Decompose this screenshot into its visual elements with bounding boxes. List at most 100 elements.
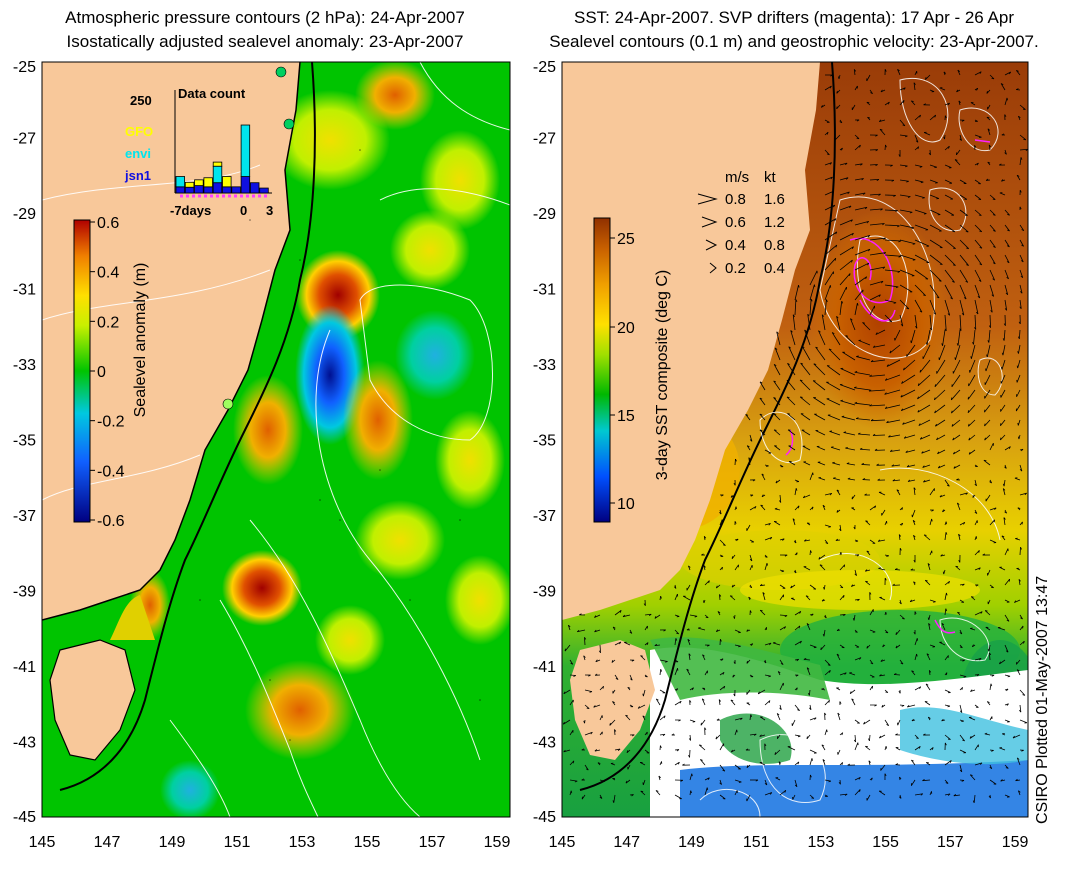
velocity-legend-kt: 1.6 [764, 191, 785, 208]
velocity-legend-kt: 0.4 [764, 260, 785, 277]
lat-label-right: -43 [533, 735, 556, 752]
inset-bar-jsn1 [240, 176, 251, 194]
lat-label-left: -31 [13, 282, 36, 299]
lat-label-left: -35 [13, 433, 36, 450]
right-title-line1: SST: 24-Apr-2007. SVP drifters (magenta)… [573, 8, 1015, 27]
lon-label-left: 149 [159, 834, 186, 851]
velocity-legend-ms: 0.6 [725, 214, 746, 231]
lat-label-right: -45 [533, 809, 556, 826]
velocity-legend-ms: 0.4 [725, 237, 746, 254]
sst-map [562, 62, 1028, 817]
inset-ymax-label: 250 [130, 93, 152, 108]
lat-label-right: -37 [533, 508, 556, 525]
lat-label-right: -27 [533, 131, 556, 148]
lat-label-left: -27 [13, 131, 36, 148]
inset-bar-jsn1 [231, 186, 241, 194]
sealevel-colorbar-tick: 0 [97, 364, 106, 381]
lon-label-right: 149 [678, 834, 705, 851]
inset-x-label-end: 3 [266, 203, 273, 218]
lon-label-right: 153 [808, 834, 835, 851]
sealevel-colorbar [73, 219, 91, 523]
inset-x-label-start: -7days [170, 203, 211, 218]
velocity-legend-header-ms: m/s [725, 169, 749, 186]
left-title-line1: Atmospheric pressure contours (2 hPa): 2… [65, 8, 465, 27]
lon-label-right: 151 [743, 834, 770, 851]
velocity-legend-header-kt: kt [764, 169, 777, 186]
lat-label-left: -25 [13, 59, 36, 76]
sst-colorbar-tick: 15 [617, 408, 635, 425]
lon-label-right: 155 [872, 834, 899, 851]
inset-x-label-zero: 0 [240, 203, 247, 218]
inset-bar-jsn1 [249, 182, 260, 194]
lat-label-right: -29 [533, 206, 556, 223]
inset-bar-jsn1 [222, 186, 232, 194]
inset-bar-gfo [222, 176, 232, 188]
right-title-line2: Sealevel contours (0.1 m) and geostrophi… [549, 32, 1039, 51]
left-title-line2: Isostatically adjusted sealevel anomaly:… [66, 32, 464, 51]
lat-label-left: -33 [13, 357, 36, 374]
sealevel-colorbar-tick: -0.6 [97, 513, 125, 530]
inset-bar-envi [240, 124, 251, 177]
velocity-legend-ms: 0.8 [725, 191, 746, 208]
lat-label-right: -35 [533, 433, 556, 450]
lon-label-left: 151 [224, 834, 251, 851]
lon-label-right: 145 [549, 834, 576, 851]
lon-label-left: 155 [354, 834, 381, 851]
right-longitude-labels: 145 147 149 151 153 155 157 159 [549, 834, 1029, 851]
lat-label-right: -41 [533, 659, 556, 676]
lat-label-left: -37 [13, 508, 36, 525]
inset-bar-jsn1 [203, 186, 213, 194]
lon-label-left: 153 [289, 834, 316, 851]
lat-label-right: -25 [533, 59, 556, 76]
sst-colorbar [593, 217, 611, 523]
inset-legend-envi: envi [125, 146, 151, 161]
sealevel-colorbar-tick: -0.4 [97, 463, 125, 480]
inset-bar-gfo [194, 179, 204, 186]
lat-label-left: -29 [13, 206, 36, 223]
credit-stamp: CSIRO Plotted 01-May-2007 13:47 [1034, 575, 1051, 824]
sealevel-colorbar-tick: 0.6 [97, 215, 119, 232]
sst-colorbar-tick: 10 [617, 496, 635, 513]
lon-label-left: 145 [29, 834, 56, 851]
velocity-legend-ms: 0.2 [725, 260, 746, 277]
inset-legend-jsn1: jsn1 [124, 168, 151, 183]
sst-colorbar-tick: 25 [617, 231, 635, 248]
lat-label-left: -43 [13, 735, 36, 752]
inset-legend-gfo: GFO [125, 124, 153, 139]
sealevel-colorbar-ticks: 0.6 0.4 0.2 0 -0.2 -0.4 -0.6 [90, 215, 125, 530]
inset-bar-gfo [212, 161, 223, 167]
lon-label-right: 157 [937, 834, 964, 851]
velocity-legend-kt: 0.8 [764, 237, 785, 254]
sealevel-colorbar-tick: -0.2 [97, 414, 125, 431]
velocity-legend-arrow [705, 239, 718, 251]
left-longitude-labels: 145 147 149 151 153 155 157 159 [29, 834, 511, 851]
data-count-inset: 250 Data count GFO envi jsn1 -7days 0 3 [124, 86, 273, 218]
sst-colorbar-ticks: 25 20 15 10 [610, 231, 635, 513]
sst-colorbar-tick: 20 [617, 320, 635, 337]
lat-label-left: -39 [13, 584, 36, 601]
lat-label-right: -33 [533, 357, 556, 374]
inset-bar-envi [212, 165, 223, 184]
sealevel-colorbar-tick: 0.4 [97, 265, 119, 282]
left-map-frame [41, 61, 511, 818]
left-latitude-labels: -25 -27 -29 -31 -33 -35 -37 -39 -41 -43 -45 [13, 59, 36, 826]
inset-bar-gfo [184, 181, 195, 188]
sealevel-colorbar-tick: 0.2 [97, 314, 119, 331]
inset-bar-jsn1 [194, 185, 204, 194]
sealevel-colorbar-label: Sealevel anomaly (m) [132, 263, 149, 418]
velocity-legend-arrow [701, 216, 718, 228]
sealevel-map [42, 62, 510, 817]
lat-label-right: -31 [533, 282, 556, 299]
inset-bar-jsn1 [212, 182, 223, 194]
inset-bar-gfo [203, 177, 213, 188]
right-map-frame [561, 61, 1029, 818]
velocity-legend: m/s kt 0.8 1.6 0.6 1.2 0.4 0.8 0.2 0.4 [697, 169, 785, 277]
lat-label-left: -41 [13, 659, 36, 676]
inset-bar-jsn1 [259, 187, 269, 194]
lon-label-left: 159 [484, 834, 511, 851]
inset-title: Data count [178, 86, 246, 101]
lon-label-right: 159 [1002, 834, 1029, 851]
velocity-legend-arrow [709, 262, 717, 274]
lat-label-right: -39 [533, 584, 556, 601]
